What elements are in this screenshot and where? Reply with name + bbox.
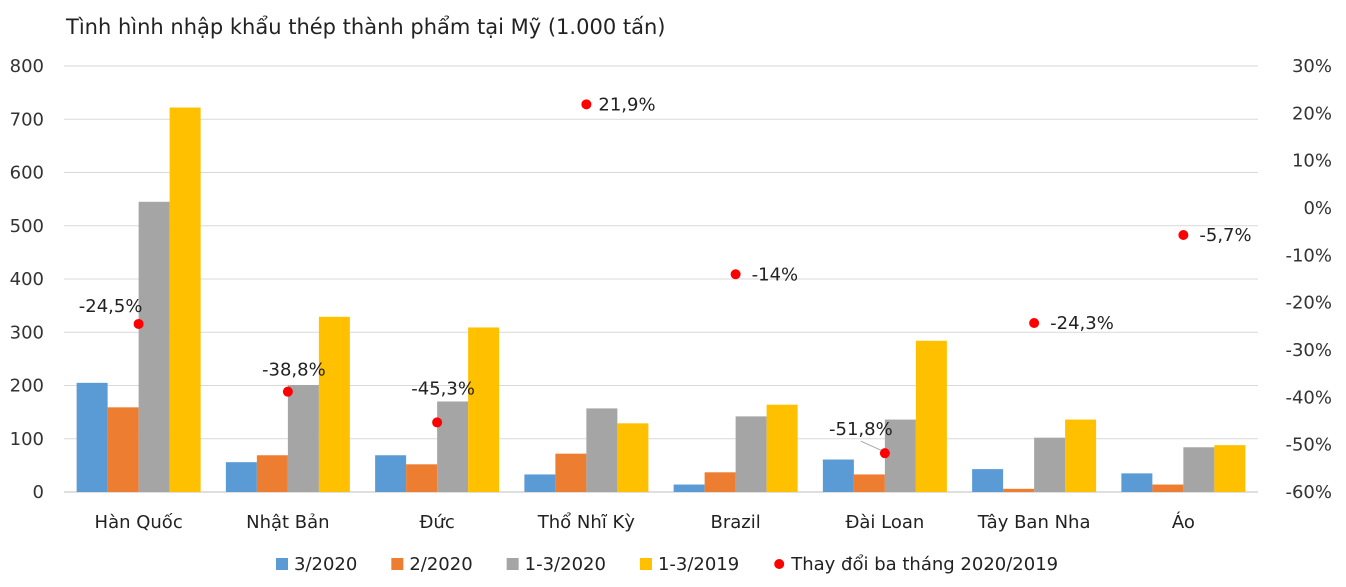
category-label: Thổ Nhĩ Kỳ xyxy=(537,512,636,533)
bar xyxy=(437,401,469,492)
change-point xyxy=(1178,229,1189,240)
category-label: Tây Ban Nha xyxy=(977,512,1091,533)
bar xyxy=(76,382,108,492)
bar xyxy=(406,464,438,492)
category-label: Áo xyxy=(1172,511,1195,533)
bar xyxy=(468,327,500,492)
left-tick-label: 800 xyxy=(10,56,44,77)
bar xyxy=(1065,419,1097,492)
bar xyxy=(318,316,350,492)
bar xyxy=(884,419,916,492)
left-tick-label: 400 xyxy=(10,269,44,290)
change-point xyxy=(581,99,592,110)
change-label: -45,3% xyxy=(411,378,475,399)
bar xyxy=(1152,484,1184,492)
bar xyxy=(375,455,407,492)
legend: 3/2020 2/2020 1-3/2020 1-3/2019 Thay đổi ba … xyxy=(276,554,1058,575)
bar xyxy=(915,340,947,492)
change-point xyxy=(1029,318,1040,329)
legend-label: 3/2020 xyxy=(294,554,357,575)
change-label: -51,8% xyxy=(829,419,893,440)
bar xyxy=(617,423,649,492)
change-point xyxy=(133,318,144,329)
right-tick-label: 10% xyxy=(1292,151,1332,172)
bar xyxy=(138,201,170,492)
chart-title: Tình hình nhập khẩu thép thành phẩm tại … xyxy=(65,15,665,39)
right-tick-label: 30% xyxy=(1292,56,1332,77)
right-tick-label: 20% xyxy=(1292,103,1332,124)
left-tick-label: 500 xyxy=(10,216,44,237)
left-y-axis: 0 100 200 300 400 500 600 700 800 xyxy=(10,56,44,503)
legend-swatch xyxy=(506,558,519,570)
bar xyxy=(766,404,798,492)
left-tick-label: 200 xyxy=(10,376,44,397)
right-tick-label: -40% xyxy=(1285,387,1332,408)
right-tick-label: -30% xyxy=(1285,340,1332,361)
right-tick-label: -50% xyxy=(1285,435,1332,456)
bar xyxy=(972,469,1004,492)
bar xyxy=(853,474,885,492)
bar xyxy=(1214,445,1246,492)
change-label: -5,7% xyxy=(1199,225,1251,246)
right-tick-label: -10% xyxy=(1285,245,1332,266)
legend-label: 1-3/2019 xyxy=(658,554,739,575)
change-label: -24,3% xyxy=(1050,313,1114,334)
category-label: Brazil xyxy=(711,512,761,533)
bar xyxy=(735,416,767,492)
change-labels: -24,5% -38,8% -45,3% 21,9% -14% -51,8% -24,3% -… xyxy=(79,94,1252,440)
right-tick-label: 0% xyxy=(1303,198,1332,219)
legend-swatch xyxy=(276,558,288,570)
change-point xyxy=(282,386,293,397)
change-label: -24,5% xyxy=(79,296,143,317)
legend-swatch xyxy=(639,558,652,570)
change-point xyxy=(879,448,890,459)
legend-marker xyxy=(774,559,785,569)
legend-label: 1-3/2020 xyxy=(525,554,606,575)
change-label: -14% xyxy=(752,264,799,285)
bar xyxy=(225,462,257,492)
bar xyxy=(822,459,854,492)
bar xyxy=(169,107,201,492)
change-point xyxy=(730,269,741,280)
bar xyxy=(555,453,587,492)
left-tick-label: 300 xyxy=(10,322,44,343)
right-tick-label: -20% xyxy=(1285,293,1332,314)
right-y-axis: -60% -50% -40% -30% -20% -10% 0% 10% 20% 30% xyxy=(1285,56,1332,503)
bar xyxy=(1121,473,1153,492)
bar xyxy=(673,484,705,492)
bars xyxy=(76,107,1246,492)
category-label: Đài Loan xyxy=(845,512,924,533)
leader-line xyxy=(860,440,882,451)
category-label: Hàn Quốc xyxy=(95,512,183,533)
left-tick-label: 0 xyxy=(33,482,44,503)
bar xyxy=(107,407,139,492)
change-points xyxy=(133,99,1189,459)
right-tick-label: -60% xyxy=(1285,482,1332,503)
bar xyxy=(704,472,736,492)
legend-label: 2/2020 xyxy=(409,554,472,575)
category-label: Đức xyxy=(419,512,454,533)
change-label: -38,8% xyxy=(262,360,326,381)
legend-swatch xyxy=(391,558,404,570)
change-label: 21,9% xyxy=(598,94,655,115)
bar xyxy=(586,408,618,492)
bar xyxy=(524,474,556,492)
bar xyxy=(287,384,319,492)
category-axis: Hàn Quốc Nhật Bản Đức Thổ Nhĩ Kỳ Brazil Đài L… xyxy=(95,511,1195,533)
category-label: Nhật Bản xyxy=(246,512,329,533)
bar xyxy=(1183,447,1215,492)
left-tick-label: 700 xyxy=(10,109,44,130)
leader-lines xyxy=(860,440,882,451)
left-tick-label: 600 xyxy=(10,163,44,184)
left-tick-label: 100 xyxy=(10,429,44,450)
change-point xyxy=(432,417,443,428)
bar xyxy=(256,455,288,492)
bar xyxy=(1034,437,1066,492)
bar xyxy=(1003,488,1035,492)
legend-label: Thay đổi ba tháng 2020/2019 xyxy=(790,554,1058,575)
